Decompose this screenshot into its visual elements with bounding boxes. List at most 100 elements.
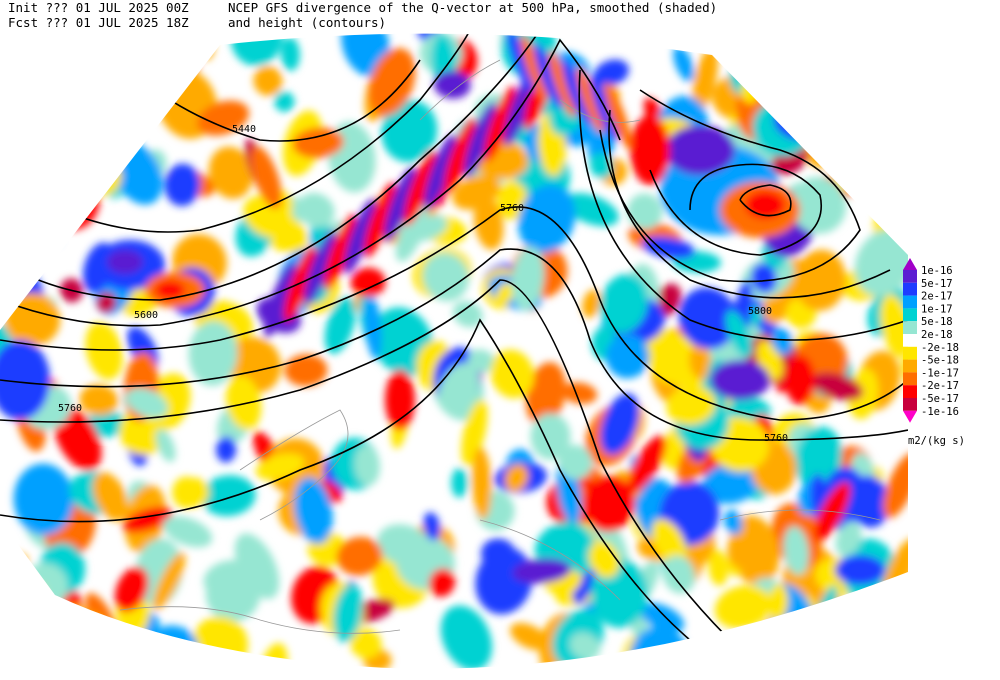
field-streak (604, 83, 632, 149)
field-streak (363, 182, 397, 258)
field-feature (107, 250, 143, 274)
field-blob (451, 468, 468, 498)
field-blob (811, 372, 864, 401)
field-feature (710, 360, 770, 400)
field-blob (381, 100, 438, 163)
field-blob (678, 287, 737, 350)
field-blob (437, 362, 480, 414)
colorbar-label: -1e-16 (921, 406, 959, 418)
contour-label: 5760 (764, 433, 788, 444)
field-blob (768, 583, 789, 621)
field-blob (43, 33, 79, 63)
field-blob (628, 435, 667, 493)
field-blob (862, 173, 898, 200)
field-streak (463, 102, 497, 178)
field-feature (385, 370, 415, 430)
field-blob (107, 93, 142, 117)
field-blob (569, 632, 601, 661)
init-time: Init ??? 01 JUL 2025 00Z (8, 0, 189, 15)
field-blob (225, 375, 262, 431)
field-blob (155, 428, 176, 463)
contour-label: 5760 (58, 403, 82, 414)
coastlines (119, 59, 881, 634)
contour-label: 5760 (500, 203, 524, 214)
field-blob (727, 631, 783, 655)
colorbar-swatch (903, 270, 917, 283)
field-streak (562, 59, 590, 125)
field-blob (0, 144, 30, 197)
field-blob (702, 462, 759, 504)
contour-label: 5600 (134, 310, 158, 321)
colorbar-swatch (903, 334, 917, 347)
colorbar-swatch (903, 295, 917, 309)
field-blob (368, 48, 416, 116)
field-blob (188, 320, 238, 386)
field-blob (809, 43, 857, 85)
field-blob (179, 477, 210, 507)
field-streak (576, 67, 604, 133)
field-streak (520, 35, 548, 101)
field-blob (790, 176, 847, 234)
field-blob (645, 328, 692, 384)
field-blob (879, 77, 908, 127)
field-blob (164, 163, 201, 207)
field-blob (846, 33, 866, 58)
colorbar-swatch (903, 385, 917, 398)
field-blob (651, 519, 687, 567)
field-blob (819, 46, 853, 84)
colorbar-swatch (903, 372, 917, 386)
field-blob (666, 385, 716, 426)
contour-label: 5800 (748, 306, 772, 317)
field-blob (152, 552, 186, 611)
field-streak (343, 198, 377, 274)
field-blob (274, 91, 295, 112)
field-blob (583, 475, 636, 532)
field-blob (433, 70, 471, 99)
colorbar: 1e-165e-172e-171e-175e-182e-18-2e-18-5e-… (903, 258, 959, 423)
field-blob (83, 144, 118, 170)
field-blob (593, 59, 629, 87)
colorbar-label: 1e-17 (921, 303, 953, 315)
field-blob (857, 33, 908, 72)
field-blob (512, 558, 571, 584)
colorbar-units: m2/(kg s) (908, 435, 965, 447)
field-blob (714, 585, 772, 629)
forecast-time: Fcst ??? 01 JUL 2025 18Z (8, 15, 189, 30)
field-blob (510, 622, 549, 651)
field-blob (475, 547, 533, 615)
field-streak (263, 262, 297, 338)
field-blob (123, 44, 161, 84)
field-feature (0, 340, 50, 420)
field-blob (708, 549, 729, 586)
colorbar-label: -5e-18 (921, 355, 959, 367)
field-blob (36, 182, 61, 245)
field-feature (630, 115, 670, 185)
field-blob (783, 526, 810, 576)
field-blob (896, 60, 908, 97)
field-blob (863, 33, 888, 87)
field-blob (692, 46, 719, 112)
field-blob (18, 175, 66, 218)
field-blob (208, 146, 253, 199)
field-blob (64, 69, 87, 118)
field-blob (605, 334, 650, 379)
field-blob (721, 637, 766, 669)
field-blob (122, 506, 173, 533)
field-blob (250, 146, 282, 209)
field-blob (216, 436, 237, 463)
field-blob (775, 53, 801, 88)
field-blob (600, 393, 640, 455)
field-feature (785, 355, 815, 405)
colorbar-arrow (903, 410, 917, 423)
field-blob (461, 399, 488, 466)
field-blob (673, 45, 695, 82)
field-blob (525, 362, 566, 427)
field-blob (530, 413, 571, 460)
field-blob (467, 349, 496, 373)
field-streak (506, 33, 534, 93)
field-blob (562, 382, 598, 405)
field-blob (162, 516, 213, 548)
field-blob (589, 152, 614, 179)
field-blob (884, 129, 908, 190)
field-blob (324, 296, 356, 354)
